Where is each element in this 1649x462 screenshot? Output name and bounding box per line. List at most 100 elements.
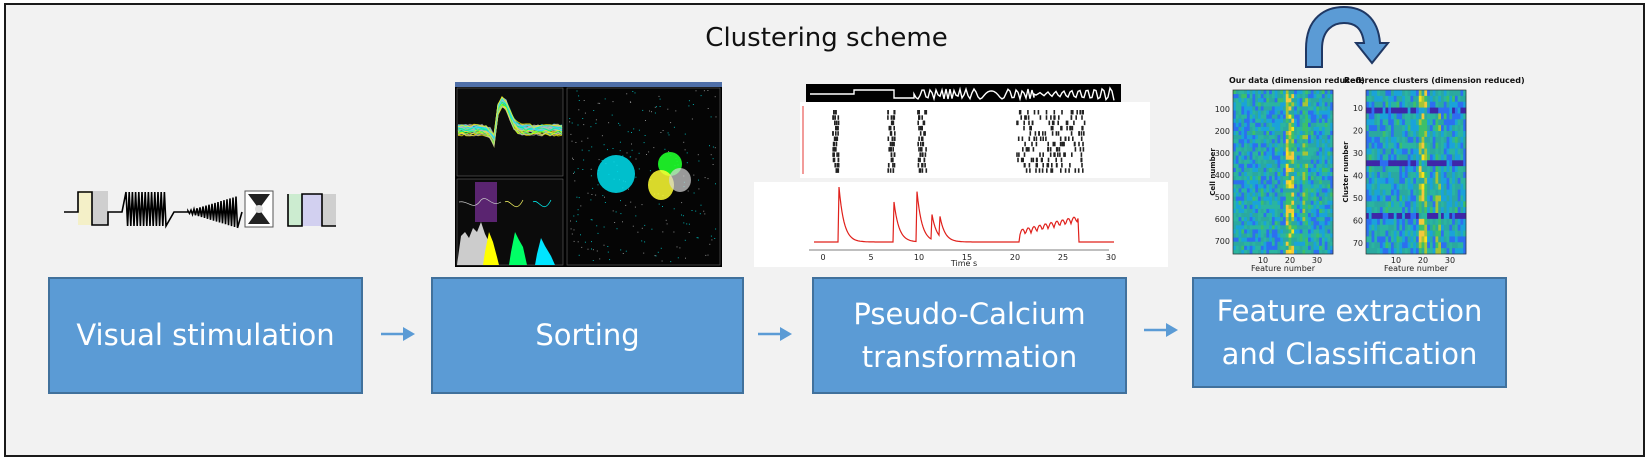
heatmap-cell bbox=[1274, 94, 1278, 99]
heatmap-cell bbox=[1280, 122, 1284, 128]
heatmap-left-ytick: 100 bbox=[1215, 105, 1230, 114]
heatmap-cell bbox=[1313, 122, 1317, 128]
heatmap-cell bbox=[1393, 172, 1397, 179]
heatmap-cell bbox=[1296, 135, 1300, 140]
heatmap-cell bbox=[1305, 135, 1309, 140]
heatmap-cell bbox=[1330, 172, 1334, 177]
heatmap-cell bbox=[1244, 200, 1248, 206]
heatmap-cell bbox=[1252, 98, 1256, 103]
heatmap-cell bbox=[1316, 126, 1320, 132]
heatmap-cell bbox=[1330, 143, 1334, 148]
raster-tick bbox=[834, 120, 836, 126]
raster-tick bbox=[1028, 136, 1031, 141]
heatmap-cell bbox=[1258, 143, 1262, 148]
heatmap-cell bbox=[1241, 159, 1245, 165]
heatmap-cell bbox=[1294, 229, 1298, 234]
heatmap-cell bbox=[1246, 114, 1250, 119]
heatmap-cell bbox=[1305, 204, 1309, 210]
heatmap-cell bbox=[1330, 213, 1334, 218]
heatmap-cell bbox=[1288, 176, 1292, 181]
heatmap-cell bbox=[1396, 101, 1400, 108]
heatmap-cell bbox=[1252, 167, 1256, 173]
heatmap-cell bbox=[1388, 248, 1392, 255]
scatter-point bbox=[602, 195, 604, 197]
heatmap-cell bbox=[1446, 248, 1450, 255]
heatmap-cell bbox=[1377, 160, 1381, 167]
heatmap-cell bbox=[1385, 113, 1389, 120]
heatmap-cell bbox=[1249, 151, 1253, 156]
heatmap-cell bbox=[1280, 147, 1284, 152]
heatmap-cell bbox=[1244, 98, 1248, 103]
heatmap-cell bbox=[1460, 183, 1464, 190]
heatmap-cell bbox=[1382, 136, 1386, 144]
heatmap-cell bbox=[1308, 249, 1312, 255]
heatmap-cell bbox=[1255, 155, 1259, 160]
heatmap-cell bbox=[1233, 245, 1237, 251]
heatmap-cell bbox=[1238, 249, 1242, 255]
heatmap-right-title: Reference clusters (dimension reduced) bbox=[1344, 76, 1525, 85]
heatmap-cell bbox=[1416, 154, 1420, 161]
raster-tick bbox=[1037, 110, 1040, 115]
raster-tick bbox=[1061, 125, 1063, 131]
heatmap-cell bbox=[1258, 237, 1262, 242]
heatmap-cell bbox=[1285, 98, 1289, 103]
heatmap-cell bbox=[1310, 118, 1314, 124]
raster-tick bbox=[1080, 157, 1083, 163]
raster-tick bbox=[1060, 125, 1062, 131]
heatmap-cell bbox=[1246, 110, 1250, 115]
heatmap-cell bbox=[1463, 248, 1467, 255]
heatmap-cell bbox=[1396, 166, 1400, 173]
heatmap-cell bbox=[1385, 131, 1389, 138]
heatmap-cell bbox=[1238, 188, 1242, 193]
heatmap-cell bbox=[1246, 155, 1250, 160]
heatmap-cell bbox=[1277, 90, 1281, 95]
heatmap-cell bbox=[1319, 118, 1323, 124]
scatter-point bbox=[622, 155, 624, 157]
heatmap-cell bbox=[1443, 172, 1447, 179]
heatmap-cell bbox=[1319, 184, 1323, 189]
heatmap-cell bbox=[1457, 113, 1461, 120]
heatmap-cell bbox=[1299, 126, 1303, 132]
heatmap-cell bbox=[1269, 245, 1273, 251]
heatmap-cell bbox=[1424, 125, 1428, 132]
raster-tick bbox=[837, 131, 839, 136]
raster-tick bbox=[1017, 120, 1019, 126]
raster-tick bbox=[1039, 115, 1042, 120]
heatmap-cell bbox=[1374, 101, 1378, 108]
heatmap-cell bbox=[1308, 196, 1312, 201]
heatmap-cell bbox=[1416, 160, 1420, 167]
heatmap-cell bbox=[1263, 172, 1267, 177]
heatmap-cell bbox=[1241, 172, 1245, 177]
heatmap-cell bbox=[1446, 195, 1450, 202]
raster-tick bbox=[1029, 168, 1031, 173]
heatmap-cell bbox=[1310, 102, 1314, 107]
heatmap-cell bbox=[1393, 218, 1397, 226]
heatmap-cell bbox=[1271, 225, 1275, 230]
heatmap-cell bbox=[1249, 118, 1253, 124]
heatmap-cell bbox=[1246, 106, 1250, 111]
heatmap-cell bbox=[1244, 131, 1248, 136]
heatmap-cell bbox=[1374, 160, 1378, 167]
heatmap-cell bbox=[1244, 229, 1248, 234]
heatmap-cell bbox=[1416, 119, 1420, 126]
heatmap-cell bbox=[1299, 118, 1303, 124]
heatmap-cell bbox=[1324, 196, 1328, 201]
heatmap-cell bbox=[1269, 180, 1273, 185]
raster-tick bbox=[890, 120, 893, 126]
heatmap-cell bbox=[1294, 151, 1298, 156]
scatter-point bbox=[710, 235, 712, 237]
heatmap-cell bbox=[1305, 151, 1309, 156]
heatmap-cell bbox=[1446, 189, 1450, 196]
heatmap-cell bbox=[1308, 90, 1312, 95]
heatmap-cell bbox=[1407, 236, 1411, 243]
heatmap-cell bbox=[1413, 131, 1417, 138]
scatter-point bbox=[644, 135, 646, 136]
heatmap-cell bbox=[1288, 102, 1292, 107]
heatmap-cell bbox=[1246, 192, 1250, 197]
heatmap-cell bbox=[1427, 90, 1431, 97]
heatmap-cell bbox=[1421, 107, 1425, 114]
heatmap-cell bbox=[1429, 201, 1433, 208]
heatmap-cell bbox=[1280, 143, 1284, 148]
raster-tick bbox=[1025, 147, 1028, 152]
scatter-point bbox=[591, 194, 593, 195]
